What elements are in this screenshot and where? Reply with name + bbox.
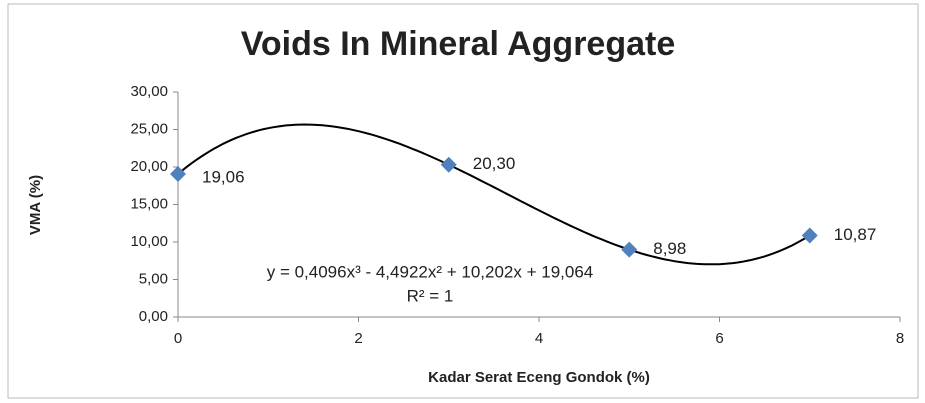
y-tick-label: 5,00 — [139, 270, 168, 287]
y-tick-label: 10,00 — [130, 233, 168, 250]
y-tick-label: 15,00 — [130, 195, 168, 212]
data-label: 19,06 — [202, 168, 245, 187]
x-tick-label: 0 — [174, 330, 182, 347]
marker — [170, 166, 186, 183]
x-axis-title: Kadar Serat Eceng Gondok (%) — [428, 369, 650, 386]
y-tick-label: 30,00 — [130, 83, 168, 100]
data-label: 10,87 — [834, 225, 877, 244]
x-tick-label: 8 — [896, 330, 904, 347]
y-tick-label: 25,00 — [130, 120, 168, 137]
marker — [440, 156, 457, 173]
x-tick-label: 4 — [535, 330, 543, 347]
y-axis-title: VMA (%) — [27, 175, 44, 235]
trendline — [177, 123, 811, 266]
trendline-equation: y = 0,4096x³ - 4,4922x² + 10,202x + 19,0… — [267, 262, 594, 281]
data-label: 8,98 — [653, 239, 686, 258]
marker — [621, 241, 638, 258]
y-tick-label: 0,00 — [139, 308, 168, 325]
y-tick-label: 20,00 — [130, 158, 168, 175]
x-tick-label: 2 — [354, 330, 362, 347]
marker — [801, 227, 818, 244]
x-tick-label: 6 — [715, 330, 723, 347]
chart-border — [7, 3, 919, 399]
data-label: 20,30 — [473, 154, 516, 173]
chart-title: Voids In Mineral Aggregate — [241, 25, 676, 63]
trendline-r-squared: R² = 1 — [407, 286, 454, 305]
